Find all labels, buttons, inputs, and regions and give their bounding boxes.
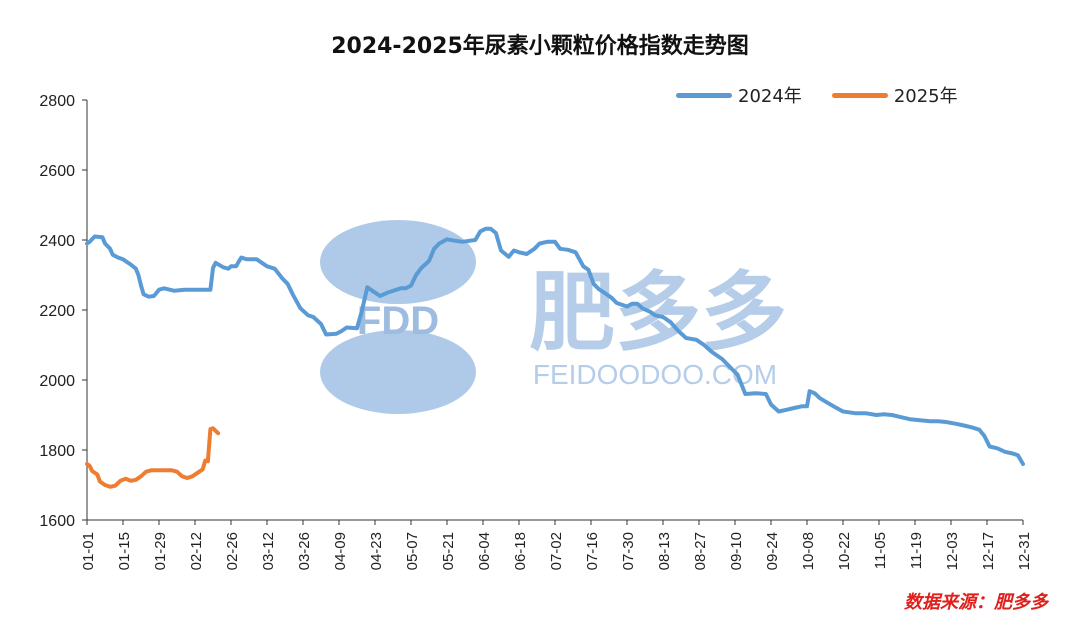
x-tick-label: 10-08: [800, 532, 817, 570]
x-tick-label: 05-07: [404, 532, 421, 570]
x-axis-ticks: 01-01 01-15 01-29 02-12 02-26 03-12 03-26 04-09…: [80, 520, 1033, 570]
x-tick-label: 11-19: [908, 532, 925, 569]
x-tick-label: 01-29: [152, 532, 169, 570]
legend-swatch-2024: [676, 92, 732, 98]
series-line-2025: [85, 426, 221, 489]
x-tick-label: 11-05: [872, 532, 889, 569]
x-tick-label: 04-23: [368, 532, 385, 570]
x-tick-label: 09-10: [728, 532, 745, 570]
legend-label-2025: 2025年: [893, 86, 958, 107]
y-tick-label: 1600: [39, 513, 75, 530]
x-tick-label: 03-26: [296, 532, 313, 570]
x-tick-label: 12-17: [980, 532, 997, 570]
watermark: FDD 肥多多 FEIDOODOO.COM: [320, 220, 787, 414]
x-tick-label: 02-26: [224, 532, 241, 570]
series-group: [85, 226, 1025, 489]
legend-swatch-2025: [831, 92, 888, 98]
x-tick-label: 09-24: [764, 532, 781, 570]
legend-item-2025: 2025年: [831, 82, 958, 108]
x-tick-label: 07-16: [584, 532, 601, 570]
legend-item-2024: 2024年: [676, 82, 802, 108]
x-tick-label: 07-30: [620, 532, 637, 570]
watermark-logo-text: FDD: [357, 299, 439, 343]
x-tick-label: 06-18: [512, 532, 529, 570]
x-tick-label: 10-22: [836, 532, 853, 570]
x-tick-label: 05-21: [440, 532, 457, 570]
legend: 2024年 2025年: [676, 82, 988, 108]
x-tick-label: 08-13: [656, 532, 673, 570]
x-tick-label: 01-15: [116, 532, 133, 570]
x-tick-label: 12-31: [1016, 532, 1033, 570]
source-label: 数据来源：肥多多: [904, 592, 1048, 613]
series-line-2024: [85, 226, 1025, 466]
x-tick-label: 12-03: [944, 532, 961, 570]
x-tick-label: 08-27: [692, 532, 709, 570]
x-tick-label: 01-01: [80, 532, 97, 570]
legend-label-2024: 2024年: [738, 86, 802, 107]
x-tick-label: 04-09: [332, 532, 349, 570]
x-tick-label: 07-02: [548, 532, 565, 570]
x-tick-label: 06-04: [476, 532, 493, 570]
y-axis-ticks: 1600 1800 2000 2200 2400 2600 2800: [39, 93, 87, 530]
y-tick-label: 2800: [39, 93, 75, 110]
y-tick-label: 2600: [39, 163, 75, 180]
y-tick-label: 2400: [39, 233, 75, 250]
chart-title: 2024-2025年尿素小颗粒价格指数走势图: [331, 34, 749, 59]
y-tick-label: 2000: [39, 373, 75, 390]
x-tick-label: 03-12: [260, 532, 277, 570]
watermark-logo-leaf-bottom: [320, 330, 476, 414]
watermark-logo-leaf-top: [320, 220, 476, 304]
y-tick-label: 2200: [39, 303, 75, 320]
x-tick-label: 02-12: [188, 532, 205, 570]
watermark-cn-text: 肥多多: [529, 263, 787, 363]
y-tick-label: 1800: [39, 443, 75, 460]
